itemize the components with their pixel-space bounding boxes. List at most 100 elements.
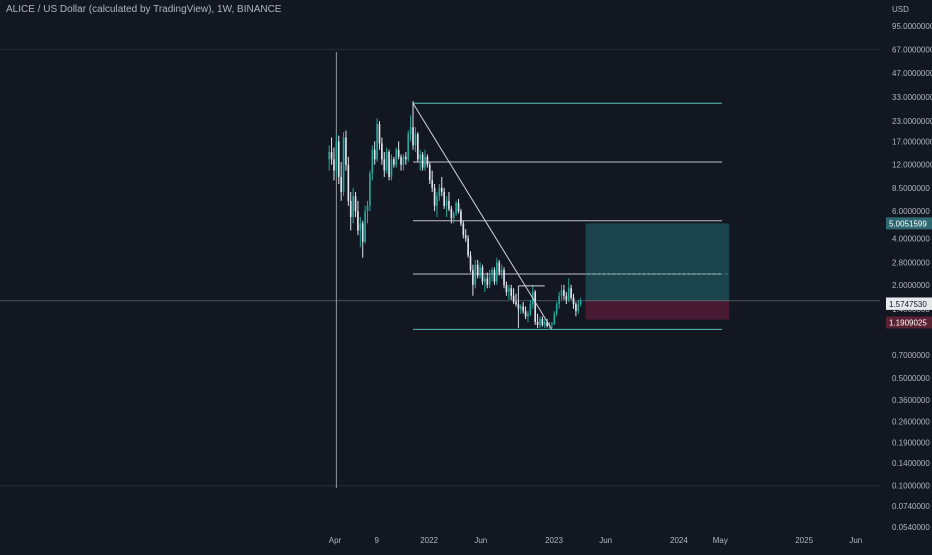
candle-body [488,275,491,285]
candle-body [472,269,474,285]
candle-body [474,264,477,285]
time-axis[interactable]: Apr 9 2022 Jun 2023 Jun 2024 May 2025 Jun [329,536,862,545]
x-tick-label: 9 [375,536,380,545]
candle-body [438,187,441,197]
candle-body [558,295,560,305]
candle-body [395,149,398,165]
candle-body [376,124,378,160]
target-price-tag: 5.0051599 [889,219,927,228]
candle-body [529,304,532,314]
candle-body [510,288,513,296]
candle-body [524,311,527,317]
stop-zone [585,300,730,320]
candle-body [469,255,472,270]
y-tick-label: 67.0000000 [892,45,932,54]
candle-body [519,306,522,309]
candle-body [541,319,544,325]
candle-body [567,288,570,300]
y-tick-label: 0.0740000 [892,502,930,511]
candle-body [546,321,548,327]
candle-body [393,159,395,165]
candle-body [555,304,558,314]
candle-body [431,180,434,188]
x-tick-label: Jun [849,536,862,545]
candle-body [352,196,354,218]
y-tick-label: 17.0000000 [892,137,932,146]
candle-body [347,164,350,201]
y-tick-label: 4.0000000 [892,234,930,243]
y-tick-label: 0.3600000 [892,396,930,405]
candle-body [345,137,347,165]
candle-body [534,291,537,322]
candle-body [330,152,333,160]
candle-body [515,301,517,305]
candle-body [507,288,510,292]
candle-body [328,152,331,160]
entry-price-tag-box [886,297,932,310]
candle-body [455,202,457,214]
y-tick-label: 6.0000000 [892,207,930,216]
x-tick-label: 2024 [670,536,688,545]
candle-body [385,152,388,171]
candle-body [412,127,414,146]
candle-body [464,235,467,239]
candle-body [579,301,582,305]
y-tick-label: 0.5000000 [892,374,930,383]
candle-body [371,149,374,174]
x-tick-label: May [713,536,728,545]
candle-body [462,223,465,236]
candle-body [522,306,525,312]
candle-body [551,323,553,325]
price-axis[interactable]: USD 95.0000000 67.0000000 47.0000000 33.000… [892,5,932,532]
candle-body [543,321,546,325]
y-tick-label: 12.0000000 [892,161,932,170]
y-tick-label: 33.0000000 [892,93,932,102]
candle-body [512,295,515,302]
x-tick-label: Apr [329,536,342,545]
candle-body [575,304,577,312]
candle-body [467,238,469,256]
candle-body [481,267,484,282]
y-tick-label: 0.1000000 [892,482,930,491]
candle-body [570,288,572,298]
candle-body [381,143,383,160]
candle-body [493,269,496,282]
candle-body [486,278,489,285]
entry-price-tag: 1.5747530 [889,300,927,309]
y-tick-label: 95.0000000 [892,22,932,31]
drawings-back-layer [0,52,880,488]
y-tick-label: 2.8000000 [892,258,930,267]
candle-body [416,133,419,160]
candle-body [448,200,450,209]
candle-body [460,211,462,224]
candle-body [443,191,445,206]
candle-body [388,152,390,177]
candle-body [484,278,486,282]
candle-body [404,156,407,160]
candle-body [433,187,436,206]
grid-layer [0,48,880,487]
symbol-title: ALICE / US Dollar (calculated by Trading… [6,4,282,15]
candle-body [414,133,417,146]
candle-body [500,269,503,273]
stop-price-tag-box [886,316,932,329]
trend-line [412,103,553,330]
candle-body [421,154,424,168]
candle-body [400,156,402,165]
candle-body [491,269,493,276]
candle-body [337,141,340,177]
candle-body [539,319,541,325]
drawings-front-layer [412,103,730,330]
y-tick-label: 0.2600000 [892,418,930,427]
candle-body [572,297,575,305]
candle-body [452,213,455,219]
candle-body [527,313,529,317]
candle-body [553,313,556,324]
candle-body [440,187,443,192]
candle-body [383,159,386,171]
candle-body [342,137,345,192]
candle-body [402,156,405,165]
